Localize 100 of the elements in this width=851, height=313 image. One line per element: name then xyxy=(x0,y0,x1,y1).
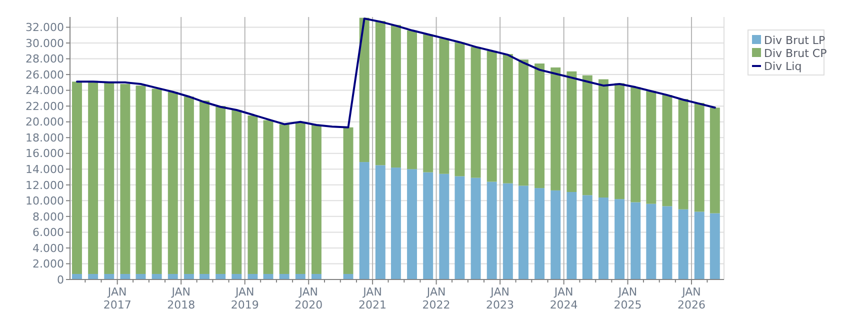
bar xyxy=(152,88,162,274)
bar xyxy=(598,198,608,280)
bar xyxy=(646,91,656,204)
bar xyxy=(359,18,370,162)
bar xyxy=(295,122,306,274)
bar xyxy=(120,84,130,274)
y-tick-label: 22.000 xyxy=(26,100,64,113)
bar xyxy=(311,124,322,274)
bar xyxy=(454,42,465,176)
bar xyxy=(566,192,577,280)
x-tick-label: JAN 2017 xyxy=(103,286,132,312)
x-tick-label: JAN 2025 xyxy=(614,286,642,312)
bar xyxy=(439,174,450,280)
bar xyxy=(390,168,401,280)
bar xyxy=(423,34,434,172)
bar xyxy=(72,82,82,274)
bar xyxy=(295,274,306,280)
x-tick-label: JAN 2023 xyxy=(486,286,514,312)
bar xyxy=(263,120,274,274)
line-series xyxy=(76,18,716,128)
y-tick-label: 26.000 xyxy=(26,68,64,82)
legend-label: Div Brut CP xyxy=(764,46,828,60)
x-tick-label: JAN 2026 xyxy=(678,286,706,312)
bar xyxy=(614,83,625,200)
x-tick-label: JAN 2018 xyxy=(167,286,196,312)
bar xyxy=(646,204,656,280)
y-tick-label: 28.000 xyxy=(26,52,64,66)
bar xyxy=(614,199,625,280)
bar xyxy=(439,38,450,174)
bar xyxy=(518,60,528,186)
bar xyxy=(136,86,146,274)
bar xyxy=(598,79,608,198)
x-tick-label: JAN 2022 xyxy=(422,286,450,312)
bar xyxy=(390,24,401,168)
bar xyxy=(232,110,242,274)
bar xyxy=(710,108,720,214)
y-tick-label: 4.000 xyxy=(32,242,64,255)
bar xyxy=(518,186,528,280)
bar xyxy=(88,274,98,280)
bar xyxy=(72,274,82,280)
bar xyxy=(630,87,641,202)
bar xyxy=(486,50,497,182)
bar xyxy=(375,20,386,166)
y-tick-label: 24.000 xyxy=(26,84,64,98)
bar xyxy=(200,274,210,280)
bar xyxy=(534,64,545,188)
bar xyxy=(279,274,290,280)
bar xyxy=(550,67,561,190)
y-tick-label: 32.000 xyxy=(26,21,64,34)
bar xyxy=(534,188,545,280)
bar xyxy=(88,80,98,274)
bar xyxy=(232,274,242,280)
bar xyxy=(566,71,577,192)
y-tick-label: 2.000 xyxy=(32,258,64,271)
bar xyxy=(311,274,322,280)
bar xyxy=(470,46,481,178)
bar xyxy=(248,274,258,280)
bar xyxy=(502,54,513,184)
bar xyxy=(216,274,226,280)
y-tick-label: 10.000 xyxy=(26,194,64,208)
y-tick-label: 6.000 xyxy=(32,226,64,240)
bar xyxy=(359,162,370,280)
bar xyxy=(200,100,210,274)
y-tick-label: 0 xyxy=(57,273,64,286)
bar xyxy=(120,274,130,280)
x-tick-label: JAN 2021 xyxy=(358,286,387,312)
bar xyxy=(184,96,194,274)
bar xyxy=(678,209,688,280)
bar xyxy=(630,202,641,280)
y-tick-label: 16.000 xyxy=(26,147,64,160)
bar xyxy=(486,182,497,280)
x-tick-label: JAN 2020 xyxy=(294,286,323,312)
bar xyxy=(104,82,114,274)
x-tick-label: JAN 2024 xyxy=(550,286,578,312)
x-tick-label: JAN 2019 xyxy=(230,286,259,312)
y-tick-label: 12.000 xyxy=(26,178,64,192)
y-tick-label: 8.000 xyxy=(32,210,64,224)
bar xyxy=(550,190,561,280)
y-tick-label: 18.000 xyxy=(26,131,64,144)
bar xyxy=(279,124,290,274)
bar xyxy=(184,274,194,280)
bar xyxy=(502,183,513,280)
bar xyxy=(662,95,672,206)
bar xyxy=(343,127,354,274)
bar xyxy=(216,106,226,274)
y-tick-label: 14.000 xyxy=(26,162,64,176)
bar xyxy=(407,169,418,280)
bar xyxy=(375,165,386,280)
legend-label: Div Liq xyxy=(764,60,802,73)
bar xyxy=(694,212,704,280)
y-tick-label: 30.000 xyxy=(26,36,64,50)
legend-label: Div Brut LP xyxy=(764,34,826,47)
bar xyxy=(168,92,178,274)
bar xyxy=(168,274,178,280)
bar xyxy=(582,75,592,196)
bar xyxy=(407,30,418,170)
bar xyxy=(104,274,114,280)
y-tick-label: 20.000 xyxy=(26,116,64,129)
bar xyxy=(678,98,688,210)
bar xyxy=(694,102,704,212)
